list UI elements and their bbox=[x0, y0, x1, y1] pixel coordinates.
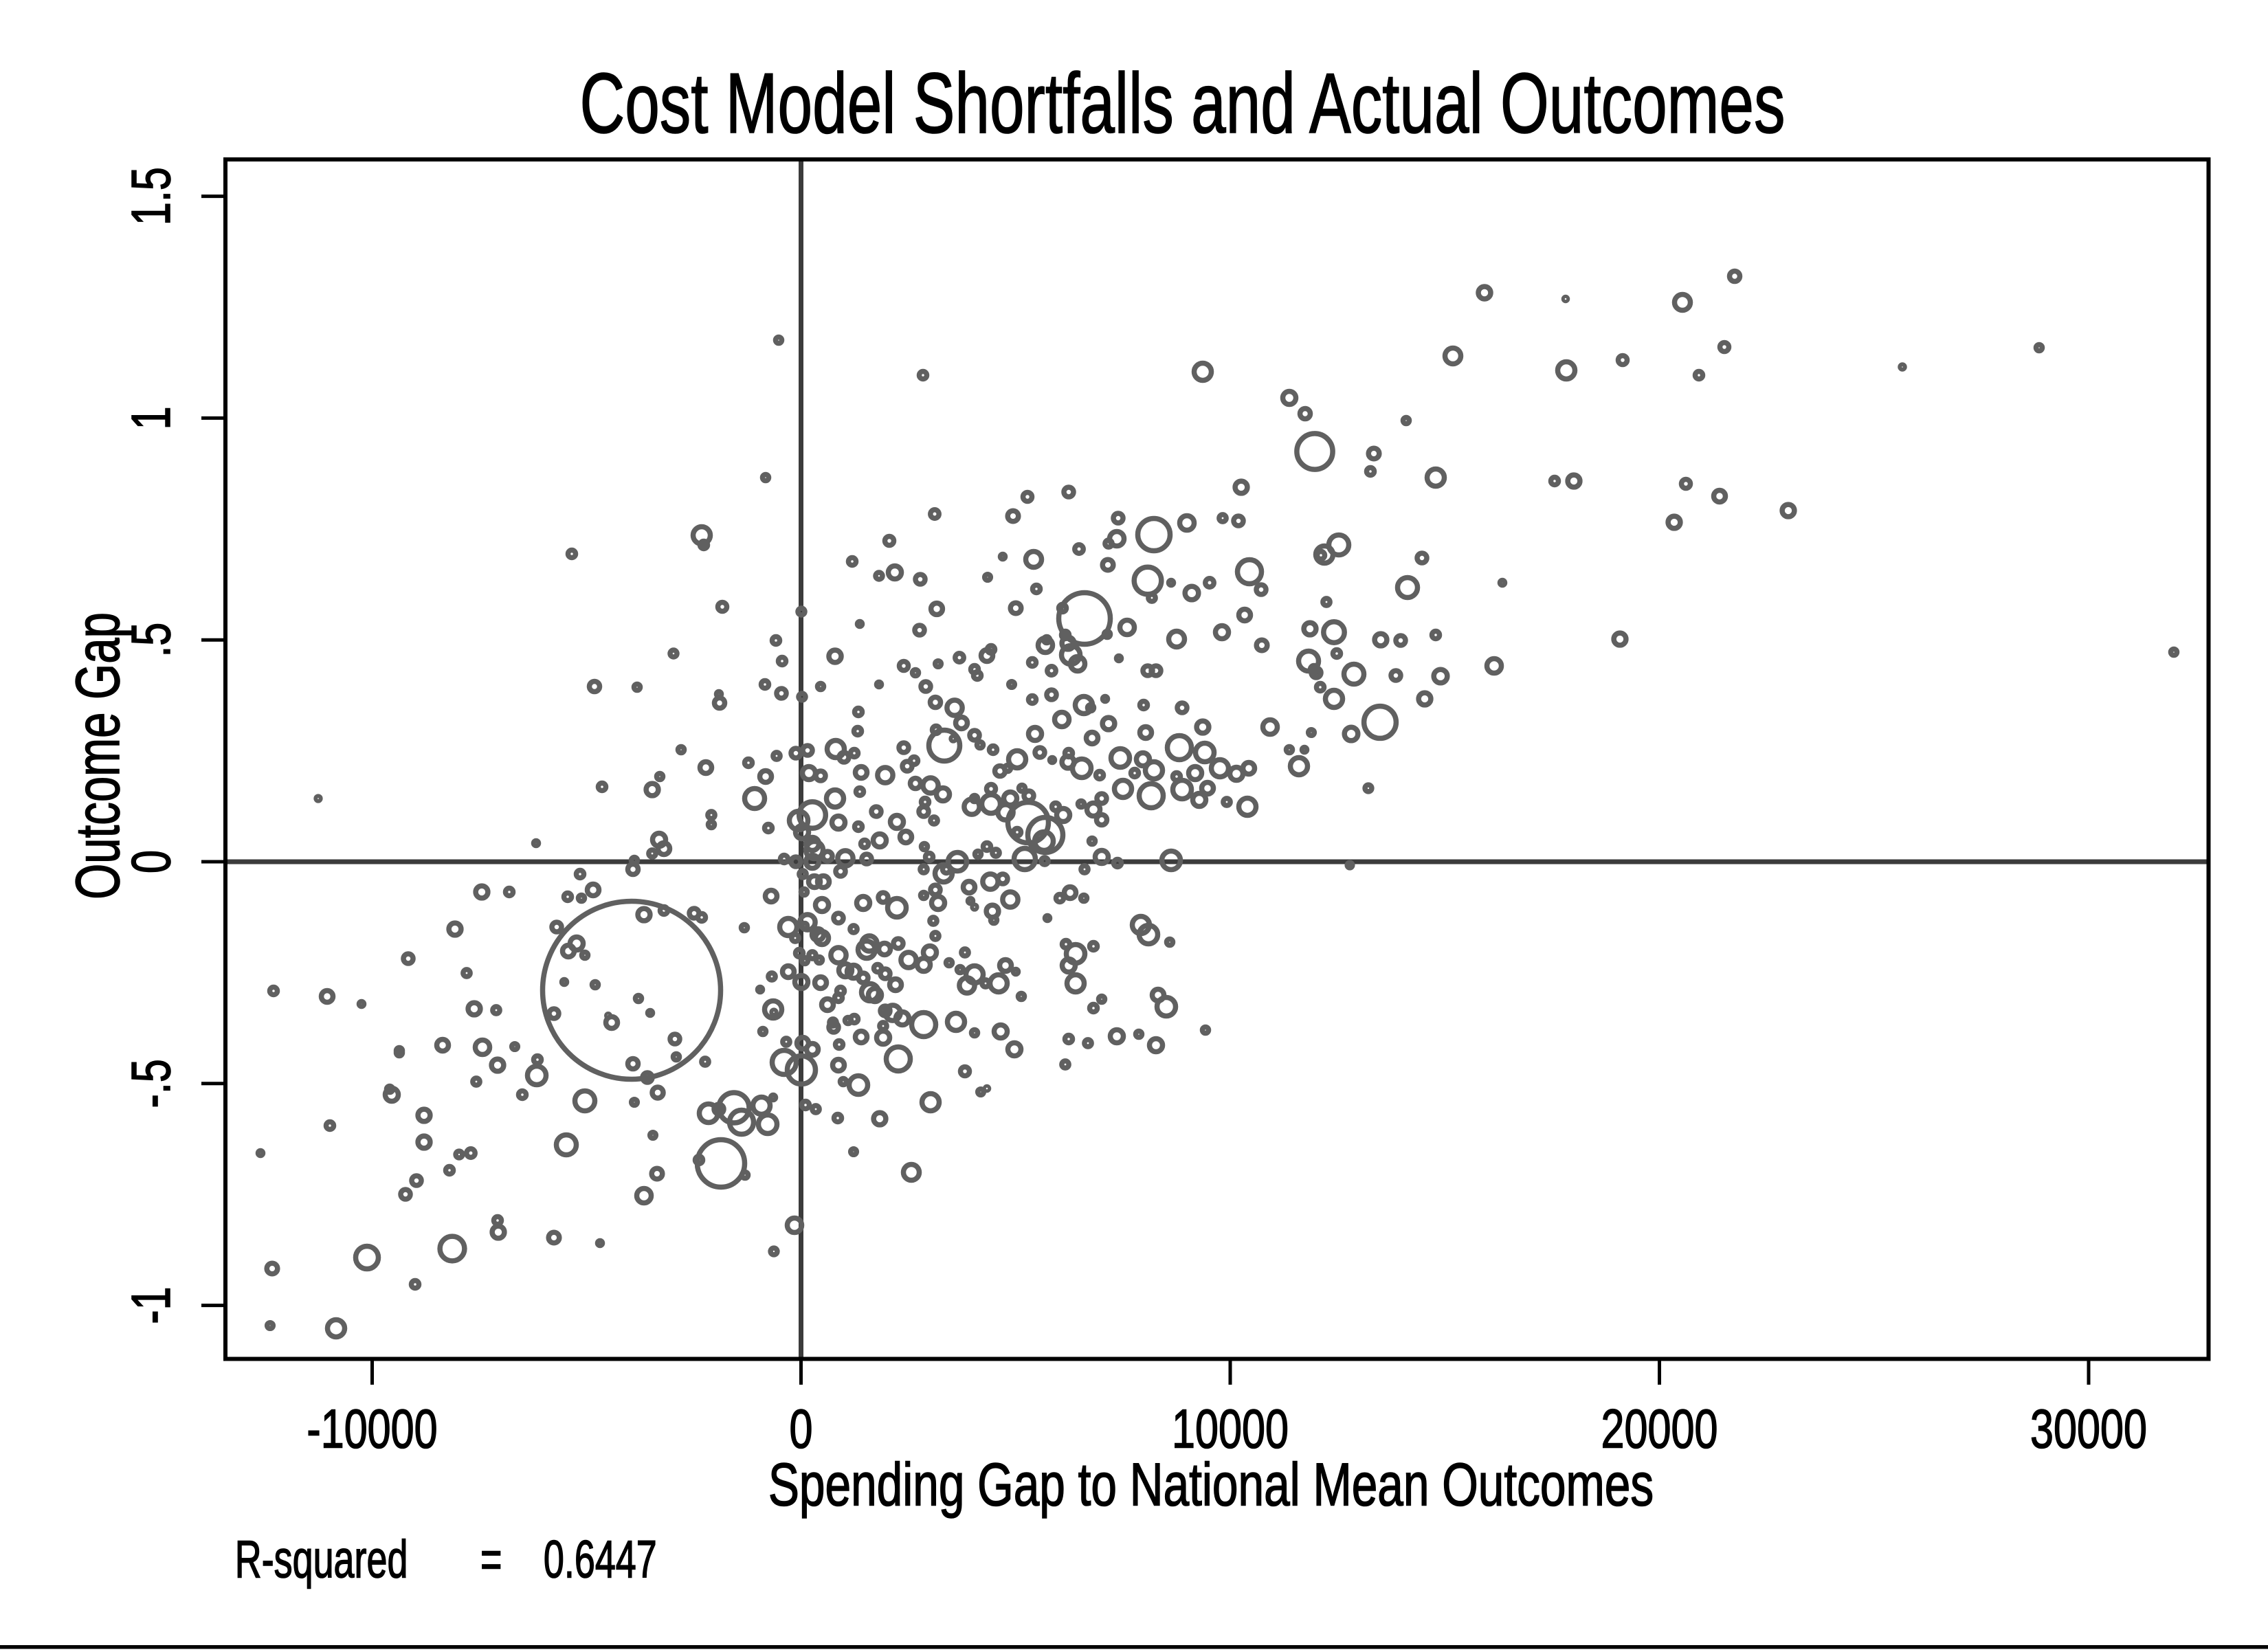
svg-text:Cost Model Shortfalls and Actu: Cost Model Shortfalls and Actual Outcome… bbox=[580, 56, 1786, 151]
svg-text:1.5: 1.5 bbox=[121, 167, 182, 225]
svg-text:=: = bbox=[480, 1530, 502, 1589]
svg-text:20000: 20000 bbox=[1601, 1399, 1718, 1460]
svg-text:-1: -1 bbox=[121, 1286, 182, 1324]
svg-text:-.5: -.5 bbox=[121, 1059, 182, 1108]
svg-text:.5: .5 bbox=[121, 623, 182, 658]
svg-text:R-squared: R-squared bbox=[235, 1530, 408, 1589]
svg-text:30000: 30000 bbox=[2030, 1399, 2147, 1460]
svg-text:Outcome Gap: Outcome Gap bbox=[63, 612, 132, 900]
svg-text:1: 1 bbox=[121, 406, 182, 429]
svg-text:0.6447: 0.6447 bbox=[544, 1530, 657, 1589]
svg-text:0: 0 bbox=[121, 850, 182, 873]
svg-text:-10000: -10000 bbox=[307, 1399, 437, 1460]
svg-text:0: 0 bbox=[790, 1399, 813, 1460]
svg-text:Spending Gap to National Mean: Spending Gap to National Mean Outcomes bbox=[768, 1451, 1654, 1519]
svg-text:10000: 10000 bbox=[1172, 1399, 1289, 1460]
